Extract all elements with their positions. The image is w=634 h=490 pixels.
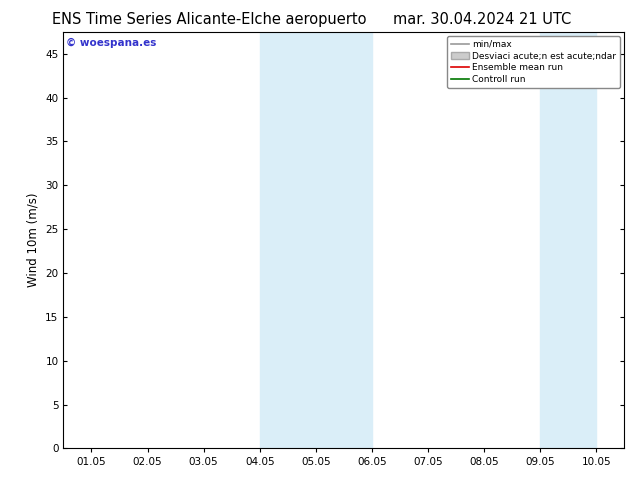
Legend: min/max, Desviaci acute;n est acute;ndar, Ensemble mean run, Controll run: min/max, Desviaci acute;n est acute;ndar… <box>447 36 620 88</box>
Text: mar. 30.04.2024 21 UTC: mar. 30.04.2024 21 UTC <box>392 12 571 27</box>
Y-axis label: Wind 10m (m/s): Wind 10m (m/s) <box>27 193 40 287</box>
Bar <box>260 32 372 448</box>
Text: ENS Time Series Alicante-Elche aeropuerto: ENS Time Series Alicante-Elche aeropuert… <box>52 12 366 27</box>
Bar <box>540 32 597 448</box>
Text: © woespana.es: © woespana.es <box>66 38 157 48</box>
